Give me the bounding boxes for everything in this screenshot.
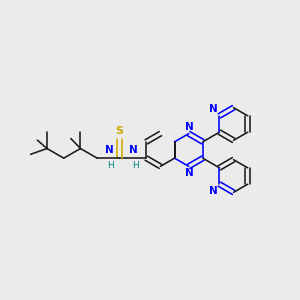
Text: S: S <box>116 127 124 136</box>
Text: N: N <box>185 168 194 178</box>
Text: N: N <box>185 122 194 132</box>
Text: N: N <box>129 145 138 154</box>
Text: H: H <box>132 161 139 170</box>
Text: N: N <box>209 186 218 196</box>
Text: N: N <box>209 104 218 114</box>
Text: H: H <box>107 161 114 170</box>
Text: N: N <box>105 145 113 154</box>
